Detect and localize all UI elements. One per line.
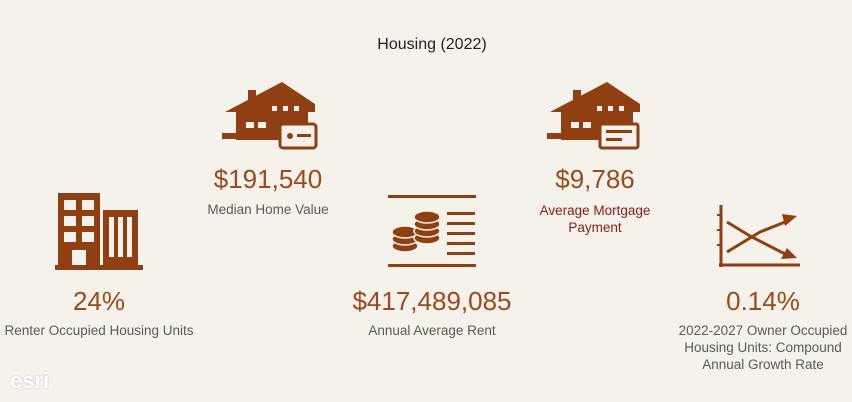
metric-label: Annual Average Rent [368,323,496,338]
metric-value: 0.14% [726,286,800,316]
logo: esri [10,368,50,393]
metric-label: 2022-2027 Owner Occupied Housing Units: … [678,323,848,372]
trend-icon [717,205,800,267]
metric-value: 24% [72,286,126,316]
metric-label: Renter Occupied Housing Units [4,323,194,338]
coins-document-icon [388,195,476,267]
metric-value: $417,489,085 [352,286,512,316]
metric-value: $9,786 [555,164,635,194]
building-icon [55,193,143,270]
title: Housing (2022) [377,36,487,53]
trend-arrowheads [781,214,797,259]
house-check-icon [547,82,640,150]
metric-label: Median Home Value [207,202,329,217]
house-tag-icon [222,82,318,150]
metric-value: $191,540 [213,164,323,194]
metric-label: Average Mortgage Payment [539,203,651,235]
